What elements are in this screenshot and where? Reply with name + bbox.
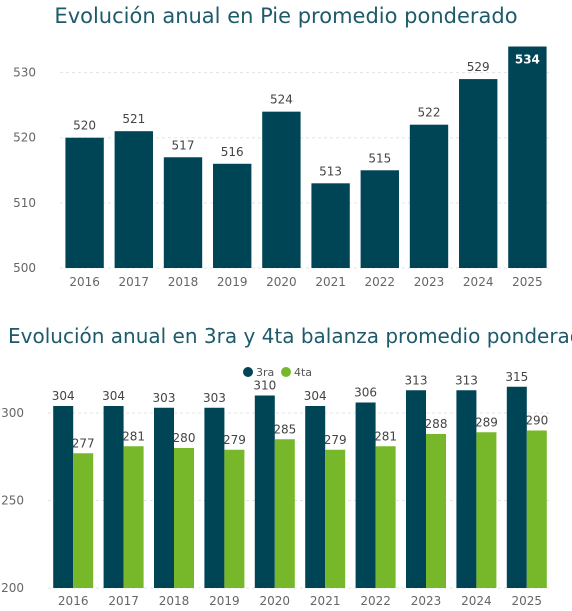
data-label: 279 (324, 433, 347, 447)
data-label: 281 (374, 429, 397, 443)
legend-label: 4ta (294, 366, 312, 379)
bar (154, 407, 174, 588)
data-label: 277 (72, 436, 95, 450)
x-tick-label: 2024 (461, 594, 492, 608)
data-label: 306 (354, 386, 377, 400)
data-label: 304 (304, 389, 327, 403)
data-label: 304 (52, 389, 75, 403)
bar (375, 446, 396, 588)
x-tick-label: 2020 (260, 594, 291, 608)
data-label: 313 (455, 373, 478, 387)
bar (508, 46, 547, 269)
y-tick-label: 500 (13, 261, 36, 275)
x-tick-label: 2017 (119, 275, 150, 289)
x-tick-label: 2024 (463, 275, 494, 289)
bar (409, 124, 449, 268)
x-tick-label: 2016 (69, 275, 100, 289)
x-tick-label: 2022 (360, 594, 391, 608)
x-tick-label: 2021 (310, 594, 341, 608)
data-label: 534 (515, 53, 540, 67)
bar (262, 111, 301, 269)
data-label: 281 (122, 429, 145, 443)
x-tick-label: 2019 (217, 275, 248, 289)
data-label: 303 (203, 391, 226, 405)
bar (73, 453, 94, 588)
data-label: 515 (368, 151, 391, 165)
bar (163, 157, 203, 268)
x-tick-label: 2018 (168, 275, 199, 289)
y-tick-label: 530 (13, 66, 36, 80)
data-label: 279 (223, 433, 246, 447)
bar (224, 449, 245, 588)
y-tick-label: 250 (1, 494, 24, 508)
bar (213, 163, 252, 268)
chart-pie: 500 510 520 530 520 2016 521 2017 517 2018 516 2019… (0, 0, 572, 300)
chart-pie-title: Evolución anual en Pie promedio ponderad… (54, 4, 518, 28)
data-label: 513 (319, 164, 342, 178)
bar (123, 446, 144, 588)
legend-marker (243, 367, 253, 377)
bar (274, 439, 295, 588)
x-tick-label: 2025 (512, 594, 543, 608)
x-tick-label: 2017 (108, 594, 139, 608)
y-tick-label: 520 (13, 131, 36, 145)
data-label: 517 (172, 138, 195, 152)
bar (311, 183, 350, 268)
data-label: 524 (270, 93, 293, 107)
bar (459, 79, 498, 268)
x-tick-label: 2023 (411, 594, 442, 608)
bar (103, 406, 124, 588)
bar (53, 406, 74, 588)
chart-balanza-plot: 200 250 300 3ra 4ta 304 277 2016 304 281 2017 303 28… (1, 366, 552, 608)
data-label: 521 (122, 112, 145, 126)
data-label: 516 (221, 145, 244, 159)
bar (174, 448, 194, 588)
chart-pie-plot: 500 510 520 530 520 2016 521 2017 517 2018 516 2019… (13, 46, 552, 289)
bar (114, 131, 153, 268)
x-tick-label: 2016 (58, 594, 89, 608)
data-label: 285 (273, 422, 296, 436)
x-tick-label: 2021 (315, 275, 346, 289)
bar (360, 170, 399, 268)
chart-balanza-title: Evolución anual en 3ra y 4ta balanza pro… (8, 324, 572, 348)
data-label: 529 (467, 60, 490, 74)
data-label: 315 (505, 370, 528, 384)
x-tick-label: 2022 (365, 275, 396, 289)
x-tick-label: 2025 (512, 275, 543, 289)
data-label: 520 (73, 119, 96, 133)
data-label: 303 (153, 391, 176, 405)
chart-balanza: 200 250 300 3ra 4ta 304 277 2016 304 281 2017 303 28… (0, 318, 572, 611)
bar (456, 390, 477, 588)
legend-marker (281, 367, 291, 377)
x-tick-label: 2020 (266, 275, 297, 289)
bar (476, 432, 497, 588)
bar (526, 430, 547, 588)
bar (325, 449, 346, 588)
y-tick-label: 300 (1, 406, 24, 420)
data-label: 522 (418, 106, 441, 120)
x-tick-label: 2023 (414, 275, 445, 289)
bar (426, 434, 446, 588)
bar (254, 395, 275, 588)
x-tick-label: 2018 (159, 594, 190, 608)
y-tick-label: 200 (1, 581, 24, 595)
data-label: 310 (253, 379, 276, 393)
bar (506, 386, 527, 588)
data-label: 313 (405, 373, 428, 387)
x-tick-label: 2019 (209, 594, 240, 608)
data-label: 290 (525, 414, 548, 428)
bar (65, 137, 104, 268)
bar (305, 406, 326, 588)
data-label: 304 (102, 389, 125, 403)
bar (204, 407, 225, 588)
data-label: 288 (425, 417, 448, 431)
y-tick-label: 510 (13, 196, 36, 210)
data-label: 289 (475, 415, 498, 429)
bar (406, 390, 426, 588)
bar (355, 402, 376, 588)
legend-label: 3ra (256, 366, 274, 379)
data-label: 280 (173, 431, 196, 445)
